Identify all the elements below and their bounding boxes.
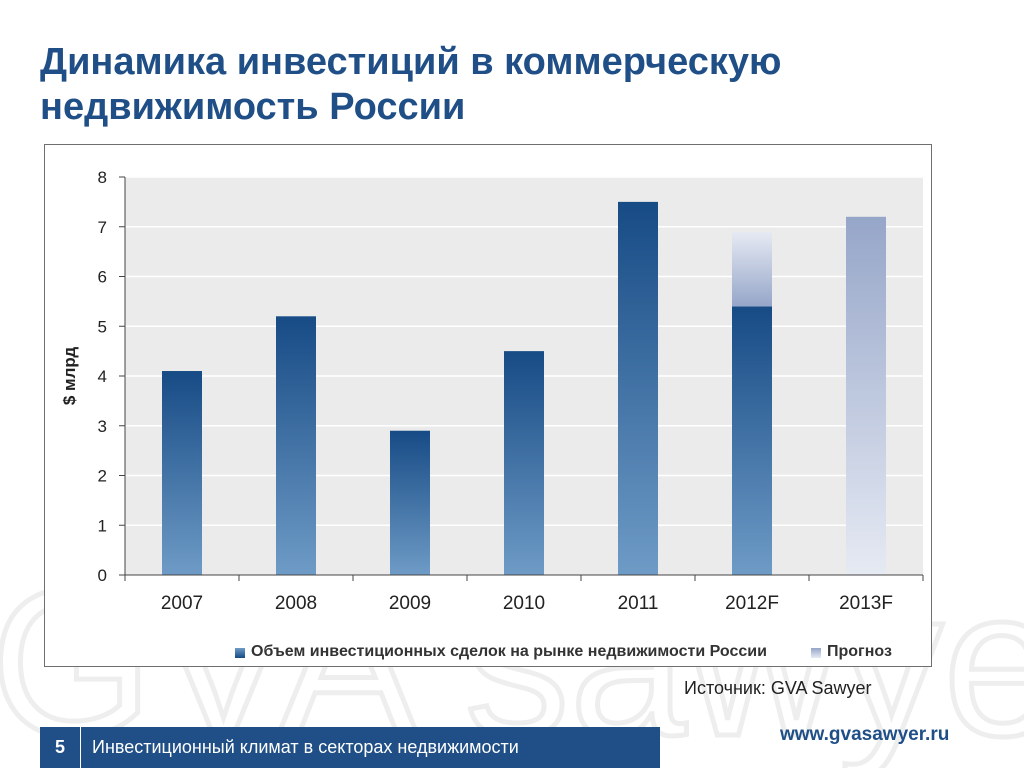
bar-actual-2010: [504, 351, 544, 575]
chart-frame: 0 1 2 3 4 5 6 7 8 2007 2008 2009 2010 2011 2012F 2013F…: [44, 144, 932, 667]
bars: [162, 201, 886, 576]
x-tick-label: 2009: [389, 593, 431, 614]
legend-label-actual: Объем инвестиционных сделок на рынке нед…: [251, 643, 767, 660]
x-tick-label: 2008: [275, 593, 317, 614]
source-note: Источник: GVA Sawyer: [684, 678, 872, 698]
bar-forecast-2013F: [846, 216, 886, 576]
y-tick-label: 3: [98, 417, 107, 436]
axes: [119, 176, 924, 581]
x-tick-label: 2012F: [725, 593, 779, 614]
legend-swatch-actual: [235, 648, 245, 658]
bar-actual-2012F: [732, 306, 772, 575]
bar-actual-2009: [390, 430, 430, 575]
bar-actual-2011: [618, 201, 658, 575]
x-tick-label: 2010: [503, 593, 545, 614]
bar-actual-2007: [162, 371, 202, 575]
y-tick-label: 2: [98, 467, 107, 486]
x-tick-label: 2011: [618, 593, 659, 614]
bar-chart: 0 1 2 3 4 5 6 7 8 2007 2008 2009 2010 2011 2012F 2013F…: [60, 168, 924, 660]
website-link[interactable]: www.gvasawyer.ru: [780, 724, 950, 745]
page-number: 5: [54, 737, 65, 757]
slide-title-line-1: Динамика инвестиций в коммерческую: [40, 41, 782, 83]
bar-actual-2008: [276, 316, 316, 575]
bar-forecast-2012F: [732, 231, 772, 307]
legend: Объем инвестиционных сделок на рынке нед…: [235, 643, 892, 660]
y-tick-label: 1: [98, 516, 107, 535]
x-tick-labels: 2007 2008 2009 2010 2011 2012F 2013F: [161, 593, 893, 614]
y-tick-label: 4: [98, 367, 107, 386]
footer-section-title: Инвестиционный климат в секторах недвижи…: [92, 737, 519, 757]
y-tick-label: 7: [98, 218, 107, 237]
footer-bar: 5 Инвестиционный климат в секторах недви…: [40, 727, 660, 768]
y-axis-label: $ млрд: [60, 347, 79, 406]
y-tick-label: 8: [98, 168, 107, 187]
slide-title-line-2: недвижимость России: [40, 86, 466, 128]
slide-title: Динамика инвестиций в коммерческую недви…: [40, 40, 980, 130]
y-tick-labels: 0 1 2 3 4 5 6 7 8: [98, 168, 107, 585]
footer-divider: [80, 727, 81, 768]
y-tick-label: 0: [98, 566, 107, 585]
y-tick-label: 5: [98, 317, 107, 336]
x-tick-label: 2007: [161, 593, 203, 614]
legend-swatch-forecast: [811, 648, 821, 658]
x-tick-label: 2013F: [839, 593, 893, 614]
y-tick-label: 6: [98, 268, 107, 287]
legend-label-forecast: Прогноз: [827, 643, 892, 660]
